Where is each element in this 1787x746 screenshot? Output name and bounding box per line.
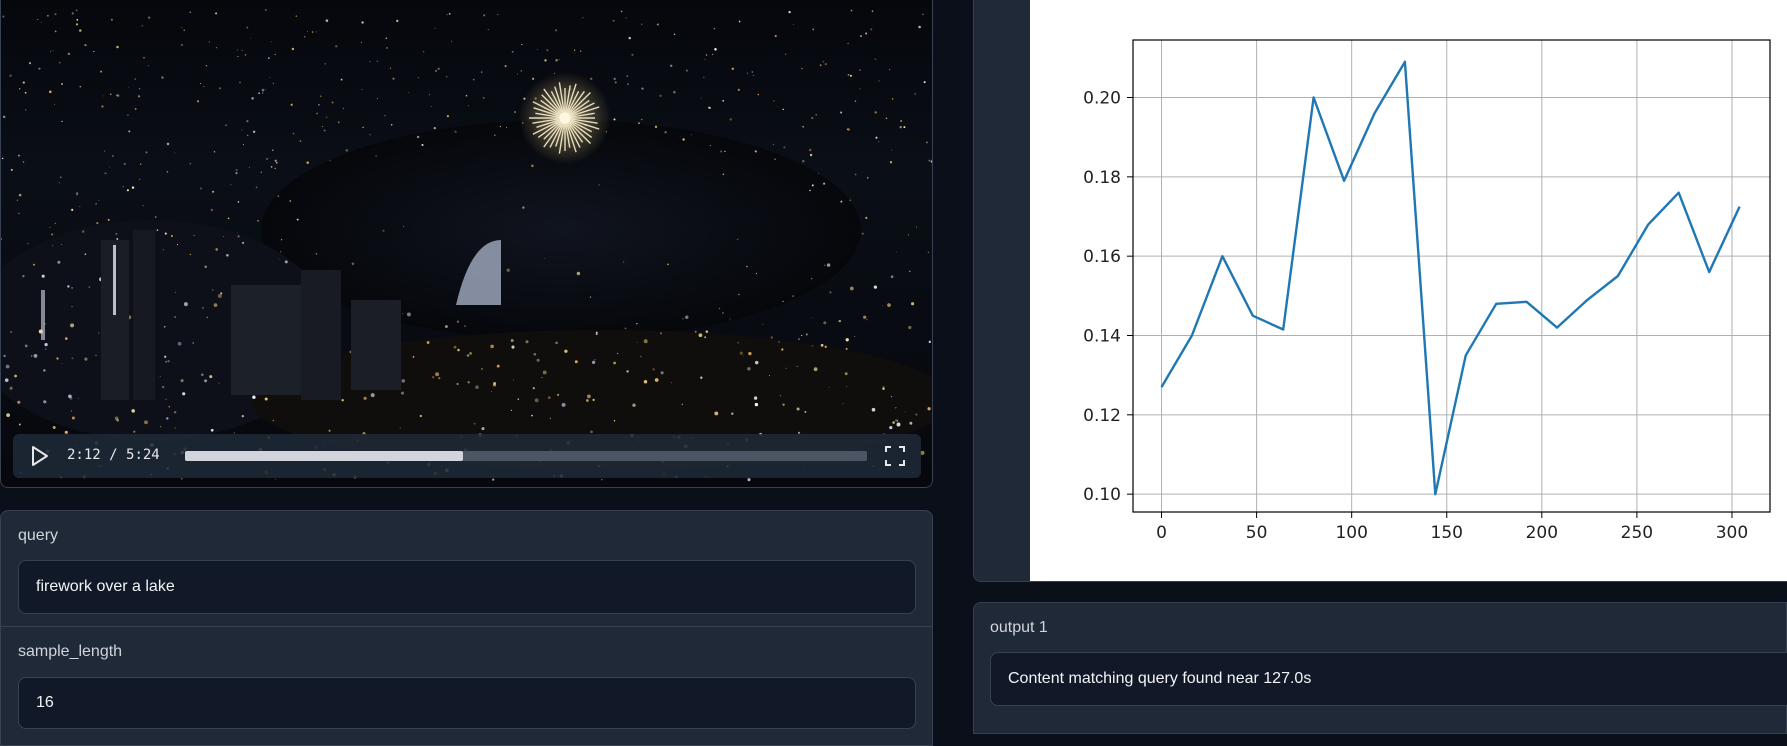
duration: 5:24 <box>126 447 160 463</box>
plot-frame <box>1133 40 1770 512</box>
x-tick-label: 50 <box>1246 523 1268 543</box>
output1-label: output 1 <box>990 619 1048 637</box>
seek-bar[interactable] <box>185 451 867 461</box>
x-tick-label: 100 <box>1335 523 1367 543</box>
plot-panel: 0 50 100 150 200 250 300 0.10 0.12 0.14 0.16 0.18 0.… <box>973 0 1787 582</box>
y-tick-label: 0.10 <box>1083 485 1121 505</box>
plot-canvas: 0 50 100 150 200 250 300 0.10 0.12 0.14 0.16 0.18 0.… <box>1030 0 1787 581</box>
sample-length-block: sample_length 16 <box>0 626 933 746</box>
y-tick-label: 0.16 <box>1083 247 1121 267</box>
time-display: 2:12 / 5:24 <box>67 447 160 463</box>
y-tick-label: 0.20 <box>1083 89 1121 109</box>
seek-progress <box>185 451 463 461</box>
output1-block: output 1 Content matching query found ne… <box>973 602 1787 734</box>
sample-length-label: sample_length <box>18 643 122 661</box>
video-controls: 2:12 / 5:24 <box>13 434 921 478</box>
x-tick-label: 250 <box>1621 523 1653 543</box>
query-input[interactable]: firework over a lake <box>18 560 916 614</box>
video-frame <box>1 0 933 488</box>
output1-textbox: Content matching query found near 127.0s <box>990 652 1787 706</box>
y-tick-label: 0.14 <box>1083 326 1121 346</box>
x-tick-label: 300 <box>1716 523 1748 543</box>
firework <box>519 72 611 164</box>
x-tick-label: 0 <box>1156 523 1167 543</box>
line-chart: 0 50 100 150 200 250 300 0.10 0.12 0.14 0.16 0.18 0.… <box>1030 0 1787 581</box>
current-time: 2:12 <box>67 447 101 463</box>
y-tick-label: 0.12 <box>1083 406 1121 426</box>
sample-length-input[interactable]: 16 <box>18 677 916 729</box>
x-tick-label: 150 <box>1431 523 1463 543</box>
input-column: 2:12 / 5:24 query firework over a lake s… <box>0 0 933 734</box>
y-tick-label: 0.18 <box>1083 168 1121 188</box>
query-label: query <box>18 527 58 545</box>
fullscreen-icon[interactable] <box>883 444 907 468</box>
series-line <box>1162 62 1740 494</box>
x-tick-label: 200 <box>1526 523 1558 543</box>
video-player[interactable]: 2:12 / 5:24 <box>0 0 933 488</box>
query-block: query firework over a lake <box>0 510 933 627</box>
play-icon[interactable] <box>27 444 51 468</box>
output-column: 0 50 100 150 200 250 300 0.10 0.12 0.14 0.16 0.18 0.… <box>973 0 1787 734</box>
